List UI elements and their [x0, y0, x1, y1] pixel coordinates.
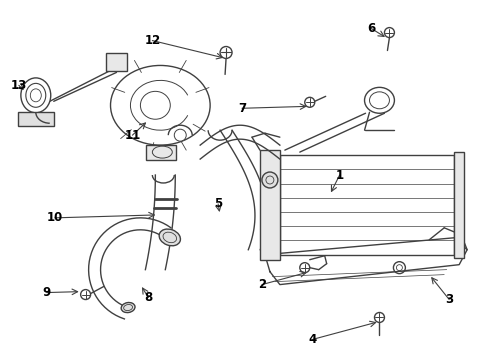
Text: 13: 13: [11, 79, 27, 92]
Circle shape: [174, 129, 186, 141]
Text: 4: 4: [309, 333, 317, 346]
Text: 1: 1: [336, 168, 343, 181]
Text: 3: 3: [445, 293, 453, 306]
Text: 6: 6: [368, 22, 376, 35]
Ellipse shape: [365, 87, 394, 113]
Text: 11: 11: [124, 129, 141, 142]
Text: 5: 5: [214, 197, 222, 210]
Text: 12: 12: [144, 34, 161, 47]
Text: 2: 2: [258, 278, 266, 291]
Ellipse shape: [21, 78, 51, 113]
Ellipse shape: [111, 66, 210, 145]
Text: 7: 7: [238, 102, 246, 115]
Text: 8: 8: [144, 291, 152, 304]
Bar: [147, 145, 176, 160]
Text: 10: 10: [47, 211, 63, 224]
Circle shape: [262, 172, 278, 188]
Text: 9: 9: [43, 286, 51, 299]
Bar: [280, 155, 454, 255]
Polygon shape: [265, 238, 467, 285]
Bar: [454, 152, 464, 258]
Ellipse shape: [121, 302, 135, 312]
Bar: [260, 150, 280, 260]
Ellipse shape: [159, 229, 180, 246]
Bar: [105, 54, 127, 71]
Bar: [18, 112, 54, 126]
